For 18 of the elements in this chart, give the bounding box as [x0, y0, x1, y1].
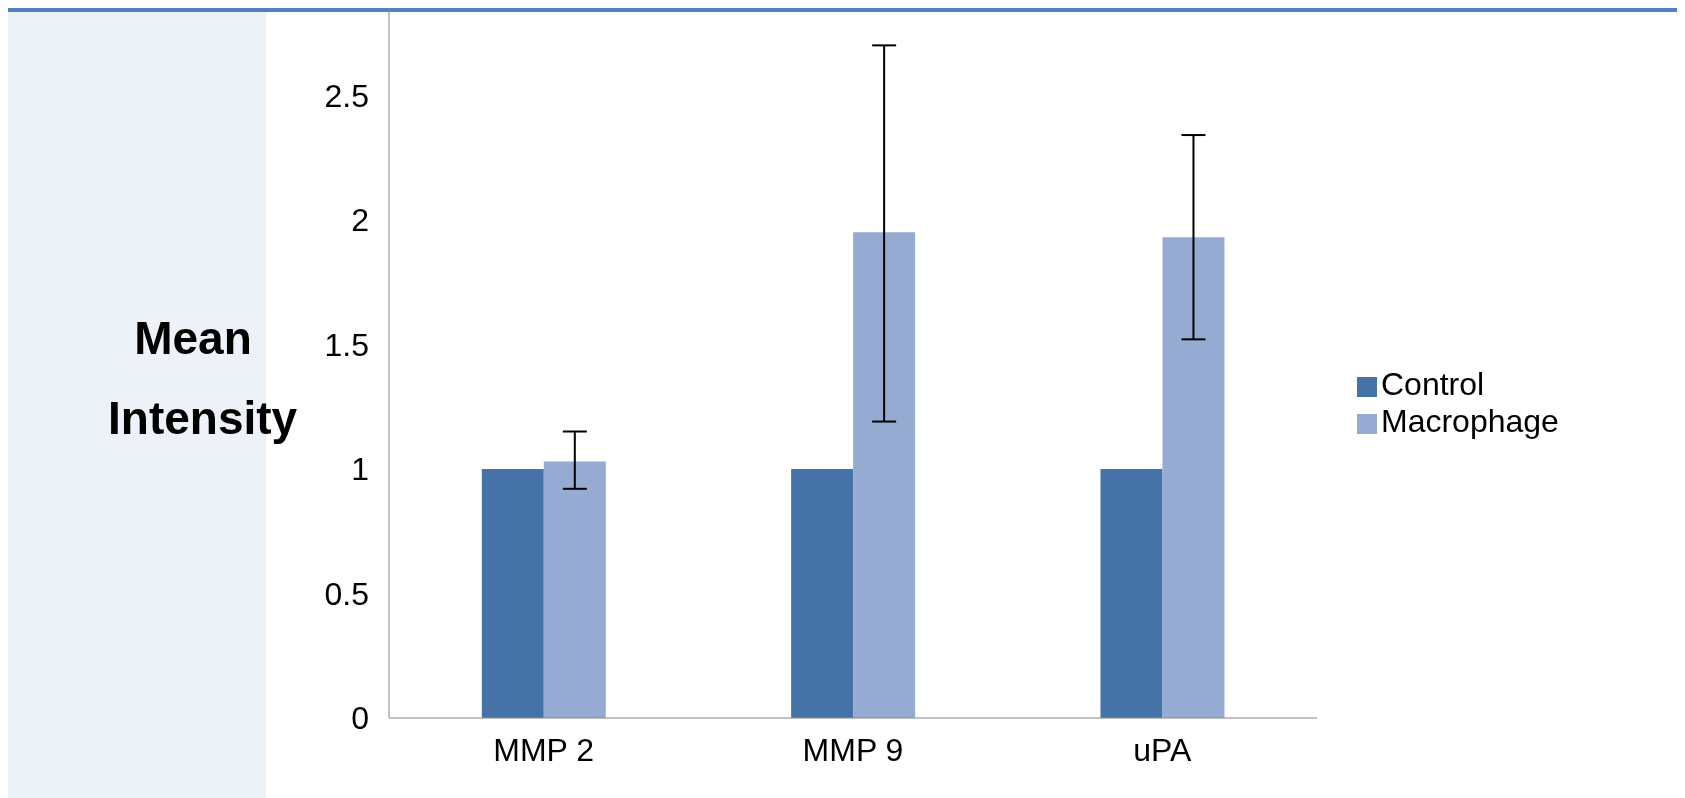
x-tick-label: uPA: [1133, 731, 1193, 768]
x-tick-label: MMP 9: [802, 731, 904, 768]
y-axis-title: Mean Intensity: [108, 311, 298, 446]
y-tick-label: 0.5: [324, 575, 369, 612]
y-tick-label: 0: [351, 700, 369, 737]
y-tick-label: 2.5: [324, 77, 369, 114]
y-tick-label: 1.5: [324, 326, 369, 363]
bar: [543, 461, 606, 718]
bar: [853, 232, 916, 718]
legend-label: Macrophage: [1381, 403, 1559, 439]
bar: [481, 468, 544, 718]
bar: [1162, 237, 1225, 718]
x-tick-label: MMP 2: [493, 731, 595, 768]
bar: [1100, 468, 1163, 718]
y-tick-label: 2: [351, 202, 369, 239]
bar: [791, 468, 854, 718]
y-tick-label: 1: [351, 451, 369, 488]
legend-label: Control: [1381, 366, 1485, 402]
